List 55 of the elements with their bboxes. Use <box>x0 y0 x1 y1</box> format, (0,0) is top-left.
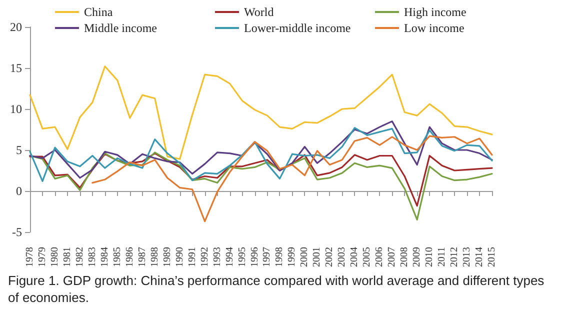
x-tick-label: 1995 <box>236 247 248 267</box>
x-tick-label: 2012 <box>449 247 460 267</box>
x-tick-label: 2002 <box>324 247 336 267</box>
y-tick-label: 5 <box>16 143 22 157</box>
x-tick-label: 2007 <box>386 247 398 267</box>
x-tick-label: 2013 <box>462 247 473 267</box>
x-tick-label: 1983 <box>86 247 98 267</box>
line-series <box>29 120 493 179</box>
x-tick-label: 2015 <box>486 247 498 267</box>
x-tick-label: 2014 <box>474 247 486 267</box>
x-tick-label: 1998 <box>274 247 286 267</box>
y-tick-label: 10 <box>10 102 22 116</box>
x-tick-label: 1992 <box>199 247 210 267</box>
legend-label: China <box>84 5 114 19</box>
x-tick-label: 2000 <box>299 247 310 267</box>
x-tick-label: 1999 <box>286 247 298 267</box>
y-tick-label: 20 <box>10 20 22 34</box>
x-tick-label: 1978 <box>24 247 36 267</box>
legend-label: World <box>244 5 274 19</box>
y-tick-label: -5 <box>12 225 22 239</box>
x-tick-label: 1989 <box>162 247 173 267</box>
x-tick-label: 2008 <box>399 247 410 267</box>
legend-label: High income <box>404 5 466 19</box>
y-tick-label: 0 <box>16 184 22 198</box>
x-tick-label: 2009 <box>412 247 423 267</box>
x-tick-label: 1986 <box>124 247 136 267</box>
x-tick-label: 1993 <box>212 247 223 267</box>
x-tick-label: 1996 <box>249 247 260 267</box>
line-series <box>29 127 493 182</box>
x-tick-label: 2005 <box>362 247 373 267</box>
x-tick-label: 1997 <box>262 247 273 267</box>
x-tick-label: 2006 <box>374 247 386 267</box>
legend-label: Low income <box>404 21 464 35</box>
x-tick-label: 1979 <box>36 247 48 267</box>
legend-label: Lower-middle income <box>244 21 351 35</box>
x-tick-label: 1984 <box>99 247 110 267</box>
x-tick-label: 1985 <box>112 247 123 267</box>
y-tick-label: 15 <box>10 61 22 75</box>
x-tick-label: 1987 <box>136 247 148 267</box>
x-tick-label: 2010 <box>424 247 436 267</box>
x-tick-label: 1982 <box>74 247 86 267</box>
line-series <box>29 66 493 160</box>
x-tick-label: 1990 <box>174 247 186 267</box>
x-tick-label: 1994 <box>224 247 236 267</box>
x-tick-label: 2011 <box>436 247 448 267</box>
x-tick-label: 2001 <box>312 247 323 267</box>
x-tick-label: 2003 <box>336 247 348 267</box>
caption: Figure 1. GDP growth: China’s performance compared with world average and different types of economies. <box>8 273 548 305</box>
x-tick-label: 1988 <box>149 247 160 267</box>
line-series <box>92 135 493 222</box>
x-tick-label: 1981 <box>62 247 73 267</box>
x-tick-label: 2004 <box>349 247 360 267</box>
x-tick-label: 1980 <box>49 247 60 267</box>
x-tick-label: 1991 <box>186 247 198 267</box>
legend-label: Middle income <box>84 21 157 35</box>
